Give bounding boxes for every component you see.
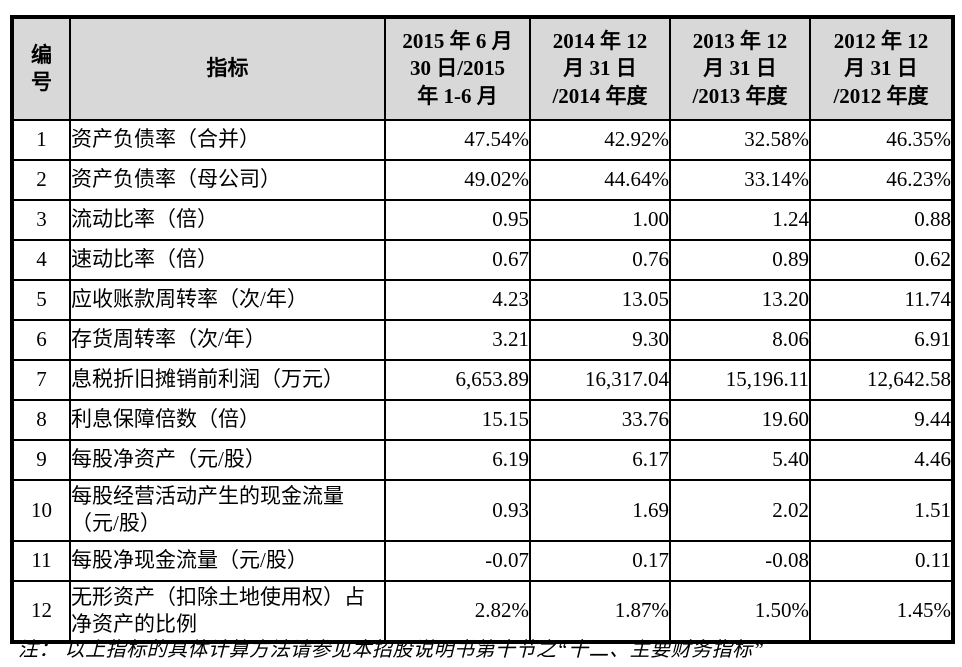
header-no: 编 号 <box>11 16 71 121</box>
value-2013: 8.06 <box>669 319 811 361</box>
value-2014: 16,317.04 <box>529 359 671 401</box>
row-number: 1 <box>11 119 71 161</box>
header-period-2012: 2012 年 12 月 31 日 /2012 年度 <box>809 16 954 121</box>
value-2015: 0.93 <box>384 479 531 542</box>
value-2013: 33.14% <box>669 159 811 201</box>
value-2015: 49.02% <box>384 159 531 201</box>
indicator-label: 流动比率（倍） <box>69 199 386 241</box>
value-2015: 2.82% <box>384 579 531 644</box>
indicator-label: 息税折旧摊销前利润（万元） <box>69 359 386 401</box>
value-2012: 6.91 <box>809 319 954 361</box>
value-2013: 2.02 <box>669 479 811 542</box>
value-2015: 6,653.89 <box>384 359 531 401</box>
value-2014: 6.17 <box>529 439 671 481</box>
value-2014: 1.00 <box>529 199 671 241</box>
value-2012: 9.44 <box>809 399 954 441</box>
value-2014: 42.92% <box>529 119 671 161</box>
indicator-label: 速动比率（倍） <box>69 239 386 281</box>
value-2013: -0.08 <box>669 539 811 582</box>
value-2014: 13.05 <box>529 279 671 321</box>
value-2014: 0.76 <box>529 239 671 281</box>
value-2014: 1.87% <box>529 579 671 644</box>
header-row: 编 号 指标 2015 年 6 月 30 日/2015 年 1-6 月 2014… <box>11 16 954 121</box>
table-row: 10 每股经营活动产生的现金流量（元/股） 0.93 1.69 2.02 1.5… <box>11 479 954 542</box>
value-2012: 1.45% <box>809 579 954 644</box>
row-number: 2 <box>11 159 71 201</box>
value-2012: 46.35% <box>809 119 954 161</box>
indicator-label: 存货周转率（次/年） <box>69 319 386 361</box>
indicator-label: 利息保障倍数（倍） <box>69 399 386 441</box>
indicator-label: 应收账款周转率（次/年） <box>69 279 386 321</box>
value-2013: 1.50% <box>669 579 811 644</box>
header-period-2013: 2013 年 12 月 31 日 /2013 年度 <box>669 16 811 121</box>
value-2015: -0.07 <box>384 539 531 582</box>
value-2012: 0.62 <box>809 239 954 281</box>
row-number: 6 <box>11 319 71 361</box>
value-2012: 4.46 <box>809 439 954 481</box>
footnote: 注： 以上指标的具体计算方法请参见本招股说明书第十节之“十二、主要财务指标” <box>18 639 765 661</box>
value-2013: 13.20 <box>669 279 811 321</box>
value-2013: 32.58% <box>669 119 811 161</box>
value-2015: 0.67 <box>384 239 531 281</box>
value-2015: 0.95 <box>384 199 531 241</box>
value-2014: 1.69 <box>529 479 671 542</box>
value-2013: 0.89 <box>669 239 811 281</box>
table-row: 3 流动比率（倍） 0.95 1.00 1.24 0.88 <box>11 199 954 241</box>
indicator-label: 每股净资产（元/股） <box>69 439 386 481</box>
value-2015: 15.15 <box>384 399 531 441</box>
header-indicator: 指标 <box>69 16 386 121</box>
value-2013: 15,196.11 <box>669 359 811 401</box>
value-2013: 19.60 <box>669 399 811 441</box>
table-row: 2 资产负债率（母公司） 49.02% 44.64% 33.14% 46.23% <box>11 159 954 201</box>
table-row: 9 每股净资产（元/股） 6.19 6.17 5.40 4.46 <box>11 439 954 481</box>
value-2014: 44.64% <box>529 159 671 201</box>
value-2015: 4.23 <box>384 279 531 321</box>
row-number: 3 <box>11 199 71 241</box>
value-2012: 0.11 <box>809 539 954 582</box>
financial-indicators-table: 编 号 指标 2015 年 6 月 30 日/2015 年 1-6 月 2014… <box>10 15 955 645</box>
indicator-label: 每股经营活动产生的现金流量（元/股） <box>69 479 386 542</box>
value-2015: 6.19 <box>384 439 531 481</box>
table-row: 1 资产负债率（合并） 47.54% 42.92% 32.58% 46.35% <box>11 119 954 161</box>
indicator-label: 每股净现金流量（元/股） <box>69 539 386 582</box>
table-row: 8 利息保障倍数（倍） 15.15 33.76 19.60 9.44 <box>11 399 954 441</box>
table-row: 5 应收账款周转率（次/年） 4.23 13.05 13.20 11.74 <box>11 279 954 321</box>
indicator-label: 资产负债率（母公司） <box>69 159 386 201</box>
indicator-label: 无形资产（扣除土地使用权）占净资产的比例 <box>69 579 386 644</box>
row-number: 8 <box>11 399 71 441</box>
table-row: 4 速动比率（倍） 0.67 0.76 0.89 0.62 <box>11 239 954 281</box>
value-2013: 1.24 <box>669 199 811 241</box>
value-2012: 11.74 <box>809 279 954 321</box>
value-2013: 5.40 <box>669 439 811 481</box>
table-row: 12 无形资产（扣除土地使用权）占净资产的比例 2.82% 1.87% 1.50… <box>11 579 954 644</box>
value-2012: 46.23% <box>809 159 954 201</box>
row-number: 10 <box>11 479 71 542</box>
row-number: 7 <box>11 359 71 401</box>
header-period-2014: 2014 年 12 月 31 日 /2014 年度 <box>529 16 671 121</box>
indicator-label: 资产负债率（合并） <box>69 119 386 161</box>
table-row: 6 存货周转率（次/年） 3.21 9.30 8.06 6.91 <box>11 319 954 361</box>
value-2015: 47.54% <box>384 119 531 161</box>
value-2012: 12,642.58 <box>809 359 954 401</box>
row-number: 4 <box>11 239 71 281</box>
value-2012: 1.51 <box>809 479 954 542</box>
row-number: 5 <box>11 279 71 321</box>
row-number: 11 <box>11 539 71 582</box>
value-2014: 33.76 <box>529 399 671 441</box>
value-2015: 3.21 <box>384 319 531 361</box>
table-row: 11 每股净现金流量（元/股） -0.07 0.17 -0.08 0.11 <box>11 539 954 582</box>
row-number: 12 <box>11 579 71 644</box>
row-number: 9 <box>11 439 71 481</box>
value-2014: 0.17 <box>529 539 671 582</box>
table-row: 7 息税折旧摊销前利润（万元） 6,653.89 16,317.04 15,19… <box>11 359 954 401</box>
header-period-2015: 2015 年 6 月 30 日/2015 年 1-6 月 <box>384 16 531 121</box>
value-2012: 0.88 <box>809 199 954 241</box>
value-2014: 9.30 <box>529 319 671 361</box>
